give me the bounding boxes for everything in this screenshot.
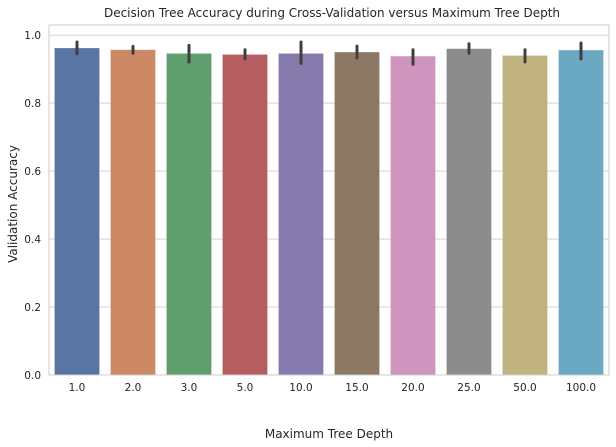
bar	[54, 48, 100, 375]
x-tick-label: 15.0	[345, 382, 368, 394]
y-tick-label: 0.0	[24, 370, 41, 382]
x-tick-label: 3.0	[181, 382, 198, 394]
y-axis-label: Validation Accuracy	[6, 145, 20, 263]
y-tick-label: 1.0	[24, 30, 41, 42]
x-tick-label: 5.0	[237, 382, 254, 394]
bar	[446, 48, 492, 375]
bar	[110, 49, 156, 376]
y-tick-label: 0.6	[24, 166, 41, 178]
bar	[558, 50, 604, 375]
x-tick-label: 100.0	[566, 382, 596, 394]
bar	[390, 56, 436, 375]
bar	[278, 53, 324, 375]
y-tick-label: 0.2	[24, 302, 41, 314]
x-axis-label: Maximum Tree Depth	[265, 427, 393, 441]
plot-frame	[48, 24, 610, 376]
x-tick-label: 1.0	[69, 382, 86, 394]
bar	[166, 53, 212, 375]
x-tick-label: 25.0	[457, 382, 480, 394]
x-tick-label: 20.0	[401, 382, 424, 394]
bar	[222, 54, 268, 375]
bars	[54, 48, 604, 376]
y-tick-label: 0.4	[24, 234, 41, 246]
x-tick-label: 50.0	[513, 382, 536, 394]
x-tick-labels: 1.0 2.0 3.0 5.0 10.0 15.0 20.0 25.0 50.0 100.0	[69, 382, 596, 394]
bar	[502, 55, 548, 376]
x-tick-label: 10.0	[289, 382, 312, 394]
y-tick-labels: 0.0 0.2 0.4 0.6 0.8 1.0	[24, 30, 41, 382]
x-tick-label: 2.0	[125, 382, 142, 394]
chart-title: Decision Tree Accuracy during Cross-Vali…	[104, 6, 560, 20]
bar	[334, 52, 380, 375]
error-bars	[75, 40, 583, 66]
y-tick-label: 0.8	[24, 98, 41, 110]
